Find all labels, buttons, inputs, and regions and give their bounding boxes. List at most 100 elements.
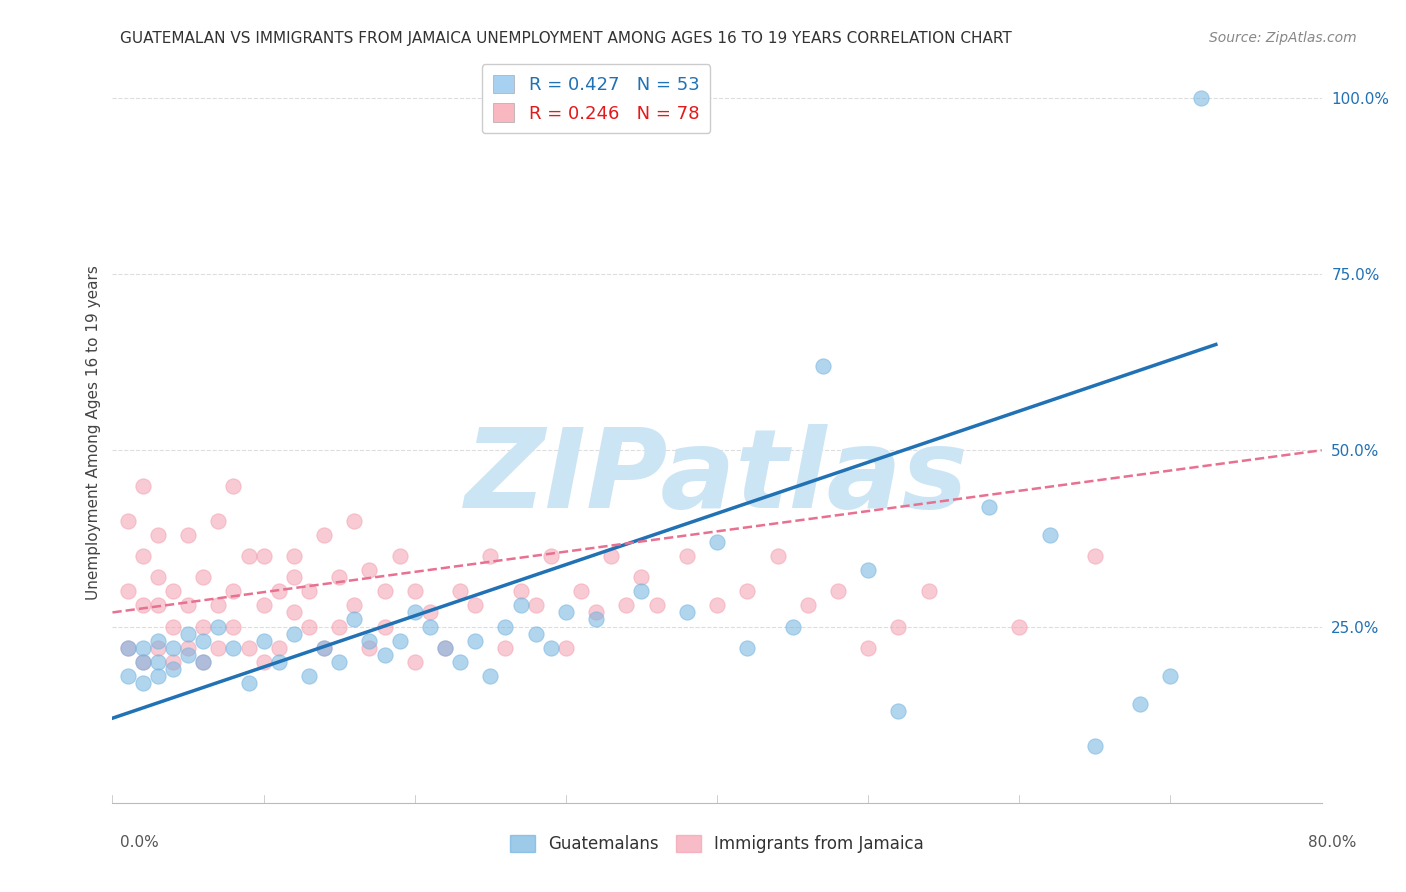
Immigrants from Jamaica	[1008, 619, 1031, 633]
Guatemalans	[479, 669, 502, 683]
Immigrants from Jamaica	[177, 599, 200, 613]
Immigrants from Jamaica	[146, 640, 169, 655]
Immigrants from Jamaica	[132, 599, 155, 613]
Guatemalans	[177, 648, 200, 662]
Immigrants from Jamaica	[495, 640, 517, 655]
Guatemalans	[540, 640, 562, 655]
Guatemalans	[1038, 528, 1062, 542]
Immigrants from Jamaica	[569, 584, 592, 599]
Immigrants from Jamaica	[675, 549, 697, 563]
Guatemalans	[314, 640, 336, 655]
Guatemalans	[737, 640, 759, 655]
Guatemalans	[146, 655, 169, 669]
Guatemalans	[856, 563, 880, 577]
Immigrants from Jamaica	[253, 549, 276, 563]
Immigrants from Jamaica	[132, 478, 155, 492]
Immigrants from Jamaica	[449, 584, 471, 599]
Immigrants from Jamaica	[191, 619, 214, 633]
Text: Source: ZipAtlas.com: Source: ZipAtlas.com	[1209, 31, 1357, 45]
Immigrants from Jamaica	[388, 549, 411, 563]
Immigrants from Jamaica	[585, 606, 607, 620]
Immigrants from Jamaica	[540, 549, 562, 563]
Immigrants from Jamaica	[222, 584, 245, 599]
Guatemalans	[1189, 91, 1212, 105]
Legend: Guatemalans, Immigrants from Jamaica: Guatemalans, Immigrants from Jamaica	[502, 826, 932, 861]
Immigrants from Jamaica	[298, 584, 321, 599]
Guatemalans	[146, 633, 169, 648]
Guatemalans	[675, 606, 697, 620]
Immigrants from Jamaica	[222, 619, 245, 633]
Immigrants from Jamaica	[146, 570, 169, 584]
Immigrants from Jamaica	[238, 640, 260, 655]
Immigrants from Jamaica	[162, 584, 184, 599]
Guatemalans	[267, 655, 290, 669]
Immigrants from Jamaica	[177, 640, 200, 655]
Guatemalans	[117, 669, 139, 683]
Immigrants from Jamaica	[554, 640, 576, 655]
Immigrants from Jamaica	[191, 570, 214, 584]
Immigrants from Jamaica	[419, 606, 441, 620]
Immigrants from Jamaica	[766, 549, 789, 563]
Text: 0.0%: 0.0%	[120, 836, 159, 850]
Immigrants from Jamaica	[207, 514, 229, 528]
Immigrants from Jamaica	[177, 528, 200, 542]
Guatemalans	[433, 640, 456, 655]
Guatemalans	[509, 599, 531, 613]
Immigrants from Jamaica	[162, 619, 184, 633]
Guatemalans	[404, 606, 426, 620]
Immigrants from Jamaica	[191, 655, 214, 669]
Guatemalans	[146, 669, 169, 683]
Immigrants from Jamaica	[207, 640, 229, 655]
Immigrants from Jamaica	[737, 584, 759, 599]
Immigrants from Jamaica	[856, 640, 880, 655]
Guatemalans	[343, 612, 366, 626]
Immigrants from Jamaica	[117, 584, 139, 599]
Guatemalans	[495, 619, 517, 633]
Guatemalans	[207, 619, 229, 633]
Immigrants from Jamaica	[132, 655, 155, 669]
Immigrants from Jamaica	[706, 599, 728, 613]
Immigrants from Jamaica	[267, 584, 290, 599]
Guatemalans	[1129, 697, 1152, 711]
Immigrants from Jamaica	[222, 478, 245, 492]
Immigrants from Jamaica	[162, 655, 184, 669]
Immigrants from Jamaica	[509, 584, 531, 599]
Guatemalans	[132, 655, 155, 669]
Immigrants from Jamaica	[645, 599, 668, 613]
Immigrants from Jamaica	[616, 599, 638, 613]
Guatemalans	[554, 606, 576, 620]
Guatemalans	[162, 640, 184, 655]
Immigrants from Jamaica	[283, 570, 305, 584]
Immigrants from Jamaica	[117, 514, 139, 528]
Text: GUATEMALAN VS IMMIGRANTS FROM JAMAICA UNEMPLOYMENT AMONG AGES 16 TO 19 YEARS COR: GUATEMALAN VS IMMIGRANTS FROM JAMAICA UN…	[120, 31, 1011, 46]
Immigrants from Jamaica	[630, 570, 652, 584]
Immigrants from Jamaica	[374, 619, 396, 633]
Guatemalans	[388, 633, 411, 648]
Immigrants from Jamaica	[253, 655, 276, 669]
Immigrants from Jamaica	[404, 655, 426, 669]
Immigrants from Jamaica	[283, 606, 305, 620]
Guatemalans	[419, 619, 441, 633]
Guatemalans	[283, 626, 305, 640]
Immigrants from Jamaica	[253, 599, 276, 613]
Guatemalans	[177, 626, 200, 640]
Guatemalans	[630, 584, 652, 599]
Immigrants from Jamaica	[207, 599, 229, 613]
Immigrants from Jamaica	[524, 599, 547, 613]
Guatemalans	[887, 704, 910, 718]
Immigrants from Jamaica	[132, 549, 155, 563]
Guatemalans	[132, 676, 155, 690]
Guatemalans	[238, 676, 260, 690]
Immigrants from Jamaica	[298, 619, 321, 633]
Immigrants from Jamaica	[117, 640, 139, 655]
Guatemalans	[585, 612, 607, 626]
Guatemalans	[162, 662, 184, 676]
Guatemalans	[464, 633, 486, 648]
Immigrants from Jamaica	[359, 640, 381, 655]
Guatemalans	[811, 359, 834, 373]
Guatemalans	[524, 626, 547, 640]
Immigrants from Jamaica	[827, 584, 849, 599]
Guatemalans	[1159, 669, 1181, 683]
Immigrants from Jamaica	[464, 599, 486, 613]
Immigrants from Jamaica	[283, 549, 305, 563]
